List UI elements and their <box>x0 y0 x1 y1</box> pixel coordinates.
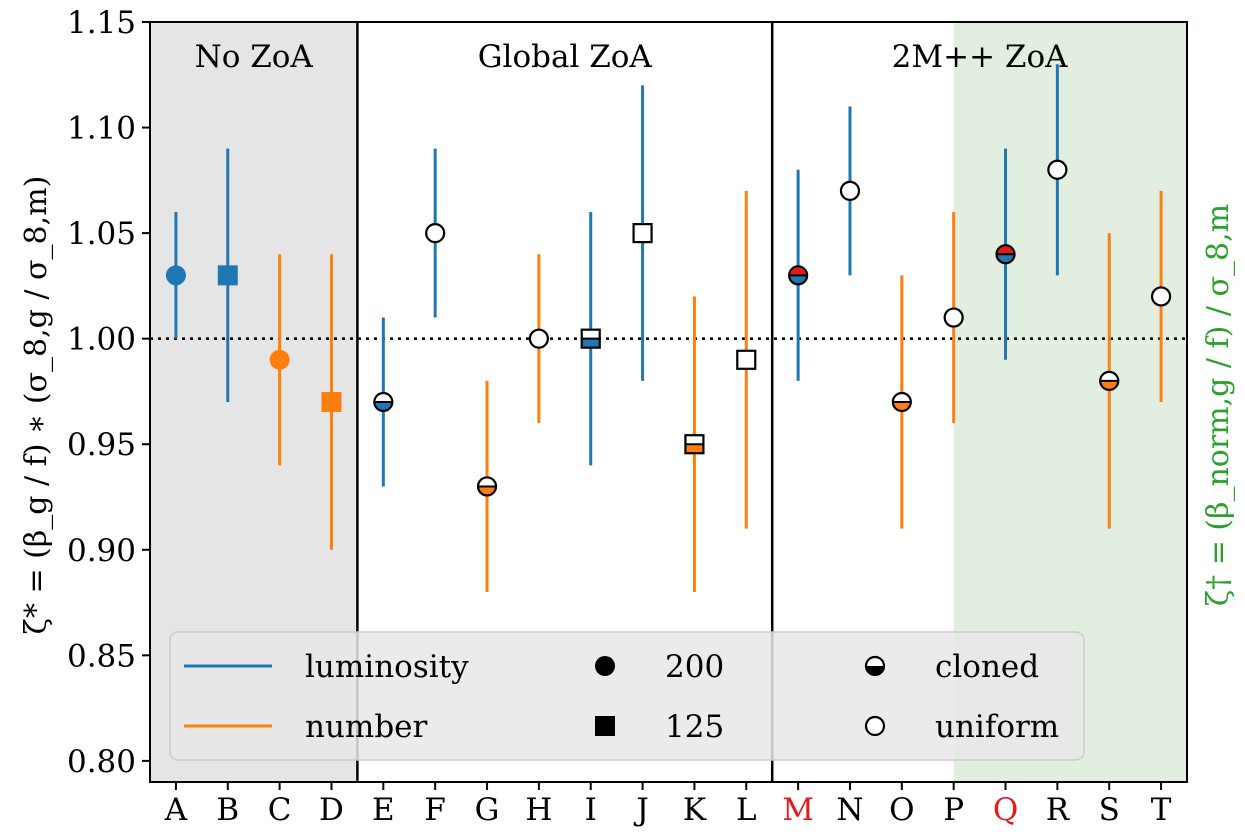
legend-label: luminosity <box>305 649 469 685</box>
data-point <box>684 434 705 455</box>
x-tick-label: O <box>889 792 914 828</box>
legend-marker <box>864 655 886 677</box>
marker-outline <box>891 391 912 413</box>
data-point <box>165 265 186 286</box>
data-point <box>1150 286 1172 307</box>
legend-symbol <box>864 655 886 677</box>
data-point <box>891 391 912 413</box>
x-tick-label: L <box>736 792 757 828</box>
data-point <box>476 476 498 497</box>
y-tick-label: 0.95 <box>67 427 136 463</box>
y-tick-label: 0.90 <box>67 533 136 569</box>
x-tick-label: D <box>319 792 344 828</box>
x-tick-label: R <box>1046 792 1071 828</box>
legend-label: uniform <box>935 709 1059 745</box>
y-tick-label: 1.15 <box>67 5 136 41</box>
marker-outline <box>580 328 601 349</box>
data-point <box>217 265 238 286</box>
data-point <box>1099 370 1120 391</box>
region-label: No ZoA <box>195 39 314 75</box>
data-point <box>373 391 394 413</box>
data-point <box>943 307 964 328</box>
data-points <box>165 64 1172 592</box>
x-tick-label: T <box>1151 792 1172 828</box>
data-point <box>269 349 290 370</box>
marker-bottom-half <box>685 444 704 454</box>
x-tick-label: F <box>424 792 446 828</box>
x-tick-label: E <box>372 792 395 828</box>
x-tick-label: P <box>943 792 964 828</box>
plot-frame <box>149 21 1188 783</box>
y-tick-label: 1.10 <box>67 111 136 147</box>
data-point <box>839 180 861 201</box>
x-tick-label: A <box>164 792 188 828</box>
legend-marker <box>864 715 886 737</box>
marker-top-half <box>685 435 704 445</box>
legend-label: 125 <box>665 709 724 745</box>
marker-outline <box>995 244 1016 265</box>
legend-label: cloned <box>935 649 1039 685</box>
marker-outline <box>476 476 498 497</box>
x-tick-label: S <box>1099 792 1120 828</box>
data-point <box>1047 159 1068 180</box>
region-labels: No ZoA Global ZoA 2M++ ZoA <box>195 39 1069 75</box>
x-tick-label: Q <box>993 792 1018 828</box>
x-tick-label: M <box>782 792 814 828</box>
data-point <box>528 328 549 349</box>
y-tick-label: 0.80 <box>67 744 136 780</box>
data-point <box>788 265 809 286</box>
marker-top-half <box>581 329 600 339</box>
data-point <box>736 349 757 370</box>
y-tick-label: 1.00 <box>67 322 136 358</box>
region-label: Global ZoA <box>478 39 653 75</box>
data-point <box>995 244 1016 265</box>
x-tick-label: K <box>683 792 707 828</box>
legend-label: number <box>305 709 428 745</box>
x-tick-label: I <box>585 792 597 828</box>
legend-symbol <box>595 716 615 736</box>
marker-outline <box>1099 370 1120 391</box>
marker-outline <box>684 434 705 455</box>
legend-symbol <box>864 715 886 737</box>
marker-outline <box>373 391 394 413</box>
legend-label: 200 <box>665 649 724 685</box>
data-point <box>580 328 601 349</box>
x-tick-label: N <box>836 792 863 828</box>
x-tick-label: B <box>216 792 239 828</box>
right-axis-label: ζ† = (β_norm,g / f) / σ_8,m <box>1201 204 1236 606</box>
legend-box <box>169 631 1085 761</box>
x-tick-label: J <box>633 792 648 828</box>
legend-marker <box>595 656 615 676</box>
legend: luminosity 200 cloned number 125 uniform <box>169 631 1085 761</box>
x-tick-label: G <box>475 792 500 828</box>
marker-bottom-half <box>581 338 600 348</box>
y-axis-label: ζ* = (β_g / f) ∗ (σ_8,g / σ_8,m) <box>19 176 54 635</box>
data-point <box>425 223 446 244</box>
y-tick-label: 0.85 <box>67 638 136 674</box>
data-point <box>321 392 342 412</box>
axes: 0.80 0.85 0.90 0.95 1.00 1.05 1.10 1.15 A B C D E F G H… <box>67 5 1188 828</box>
y-tick-label: 1.05 <box>67 216 136 252</box>
region-label: 2M++ ZoA <box>892 39 1068 75</box>
marker-outline <box>788 265 809 286</box>
legend-marker <box>595 716 615 736</box>
legend-symbol <box>595 656 615 676</box>
x-tick-label: H <box>525 792 552 828</box>
data-point <box>632 223 653 244</box>
x-tick-label: C <box>268 792 292 828</box>
